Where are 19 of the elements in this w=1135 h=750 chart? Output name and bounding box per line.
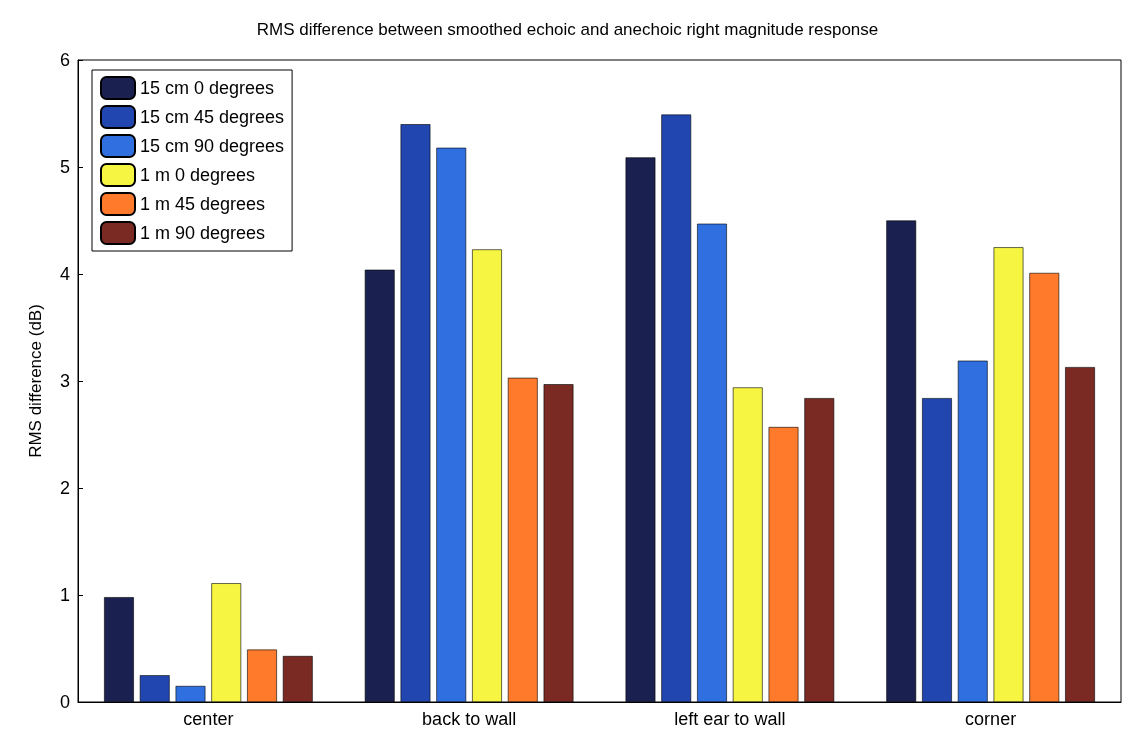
chart-title: RMS difference between smoothed echoic and anechoic right magnitude response [256, 20, 879, 39]
x-tick-label: back to wall [422, 709, 517, 729]
x-tick-label: left ear to wall [674, 709, 786, 729]
y-tick-label: 0 [59, 692, 70, 712]
y-tick-label: 4 [59, 264, 70, 284]
x-tick-label: center [183, 709, 234, 729]
legend-label: 1 m 0 degrees [140, 165, 256, 185]
legend-label: 1 m 45 degrees [140, 194, 266, 214]
y-tick-label: 6 [59, 50, 70, 70]
y-tick-label: 3 [59, 371, 70, 391]
x-tick-label: corner [965, 709, 1017, 729]
legend-label: 1 m 90 degrees [140, 223, 266, 243]
legend-label: 15 cm 90 degrees [140, 136, 285, 156]
legend-label: 15 cm 45 degrees [140, 107, 285, 127]
legend-label: 15 cm 0 degrees [140, 78, 275, 98]
y-tick-label: 1 [59, 585, 70, 605]
y-tick-label: 2 [59, 478, 70, 498]
y-axis-title: RMS difference (dB) [26, 304, 45, 458]
y-tick-label: 5 [59, 157, 70, 177]
